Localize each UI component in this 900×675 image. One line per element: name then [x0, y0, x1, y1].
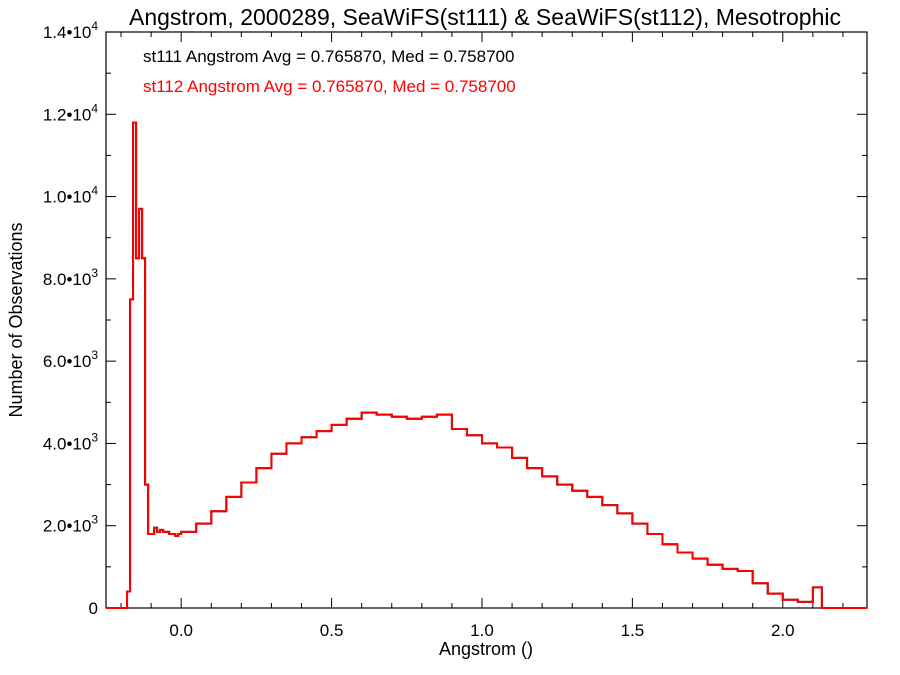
chart-title: Angstrom, 2000289, SeaWiFS(st111) & SeaW… [129, 4, 841, 30]
y-tick-exponent: 4 [91, 184, 98, 198]
y-tick-label: 8.0•103 [43, 266, 99, 289]
x-tick-label: 1.5 [621, 621, 645, 640]
st111-stats-annotation: st111 Angstrom Avg = 0.765870, Med = 0.7… [143, 47, 514, 66]
y-tick-exponent: 4 [91, 101, 98, 115]
y-tick-label: 1.4•104 [43, 19, 99, 42]
y-tick-mantissa: 4.0•10 [43, 434, 92, 453]
y-axis: 02.0•1034.0•1036.0•1038.0•1031.0•1041.2•… [43, 19, 867, 618]
y-tick-label: 1.2•104 [43, 101, 99, 124]
series-st111-line [106, 121, 867, 609]
x-axis-label: Angstrom () [439, 639, 533, 659]
y-tick-exponent: 3 [91, 430, 98, 444]
y-tick-label: 1.0•104 [43, 184, 99, 207]
x-axis: 0.0 0.5 1.0 1.5 2.0 [120, 32, 844, 640]
y-axis-label: Number of Observations [6, 222, 26, 417]
plot-frame [105, 31, 868, 609]
series-layer [106, 121, 867, 609]
x-tick-label: 1.0 [470, 621, 494, 640]
series-st112-line [106, 121, 867, 609]
y-tick-mantissa: 8.0•10 [43, 270, 92, 289]
x-tick-label: 0.0 [169, 621, 193, 640]
y-tick-mantissa: 1.0•10 [43, 188, 92, 207]
y-tick-mantissa: 6.0•10 [43, 352, 92, 371]
y-tick-label: 0 [89, 599, 98, 618]
y-tick-label: 4.0•103 [43, 430, 99, 453]
x-tick-label: 2.0 [771, 621, 795, 640]
x-tick-label: 0.5 [320, 621, 344, 640]
y-tick-label: 2.0•103 [43, 513, 99, 536]
y-tick-exponent: 4 [91, 19, 98, 33]
y-tick-exponent: 3 [91, 348, 98, 362]
y-tick-label: 6.0•103 [43, 348, 99, 371]
y-tick-exponent: 3 [91, 266, 98, 280]
y-tick-mantissa: 2.0•10 [43, 517, 92, 536]
y-tick-mantissa: 1.4•10 [43, 23, 92, 42]
st112-stats-annotation: st112 Angstrom Avg = 0.765870, Med = 0.7… [143, 77, 516, 96]
y-tick-mantissa: 1.2•10 [43, 105, 92, 124]
y-tick-mantissa: 0 [89, 599, 98, 618]
y-tick-exponent: 3 [91, 513, 98, 527]
annotations: st111 Angstrom Avg = 0.765870, Med = 0.7… [143, 47, 516, 96]
